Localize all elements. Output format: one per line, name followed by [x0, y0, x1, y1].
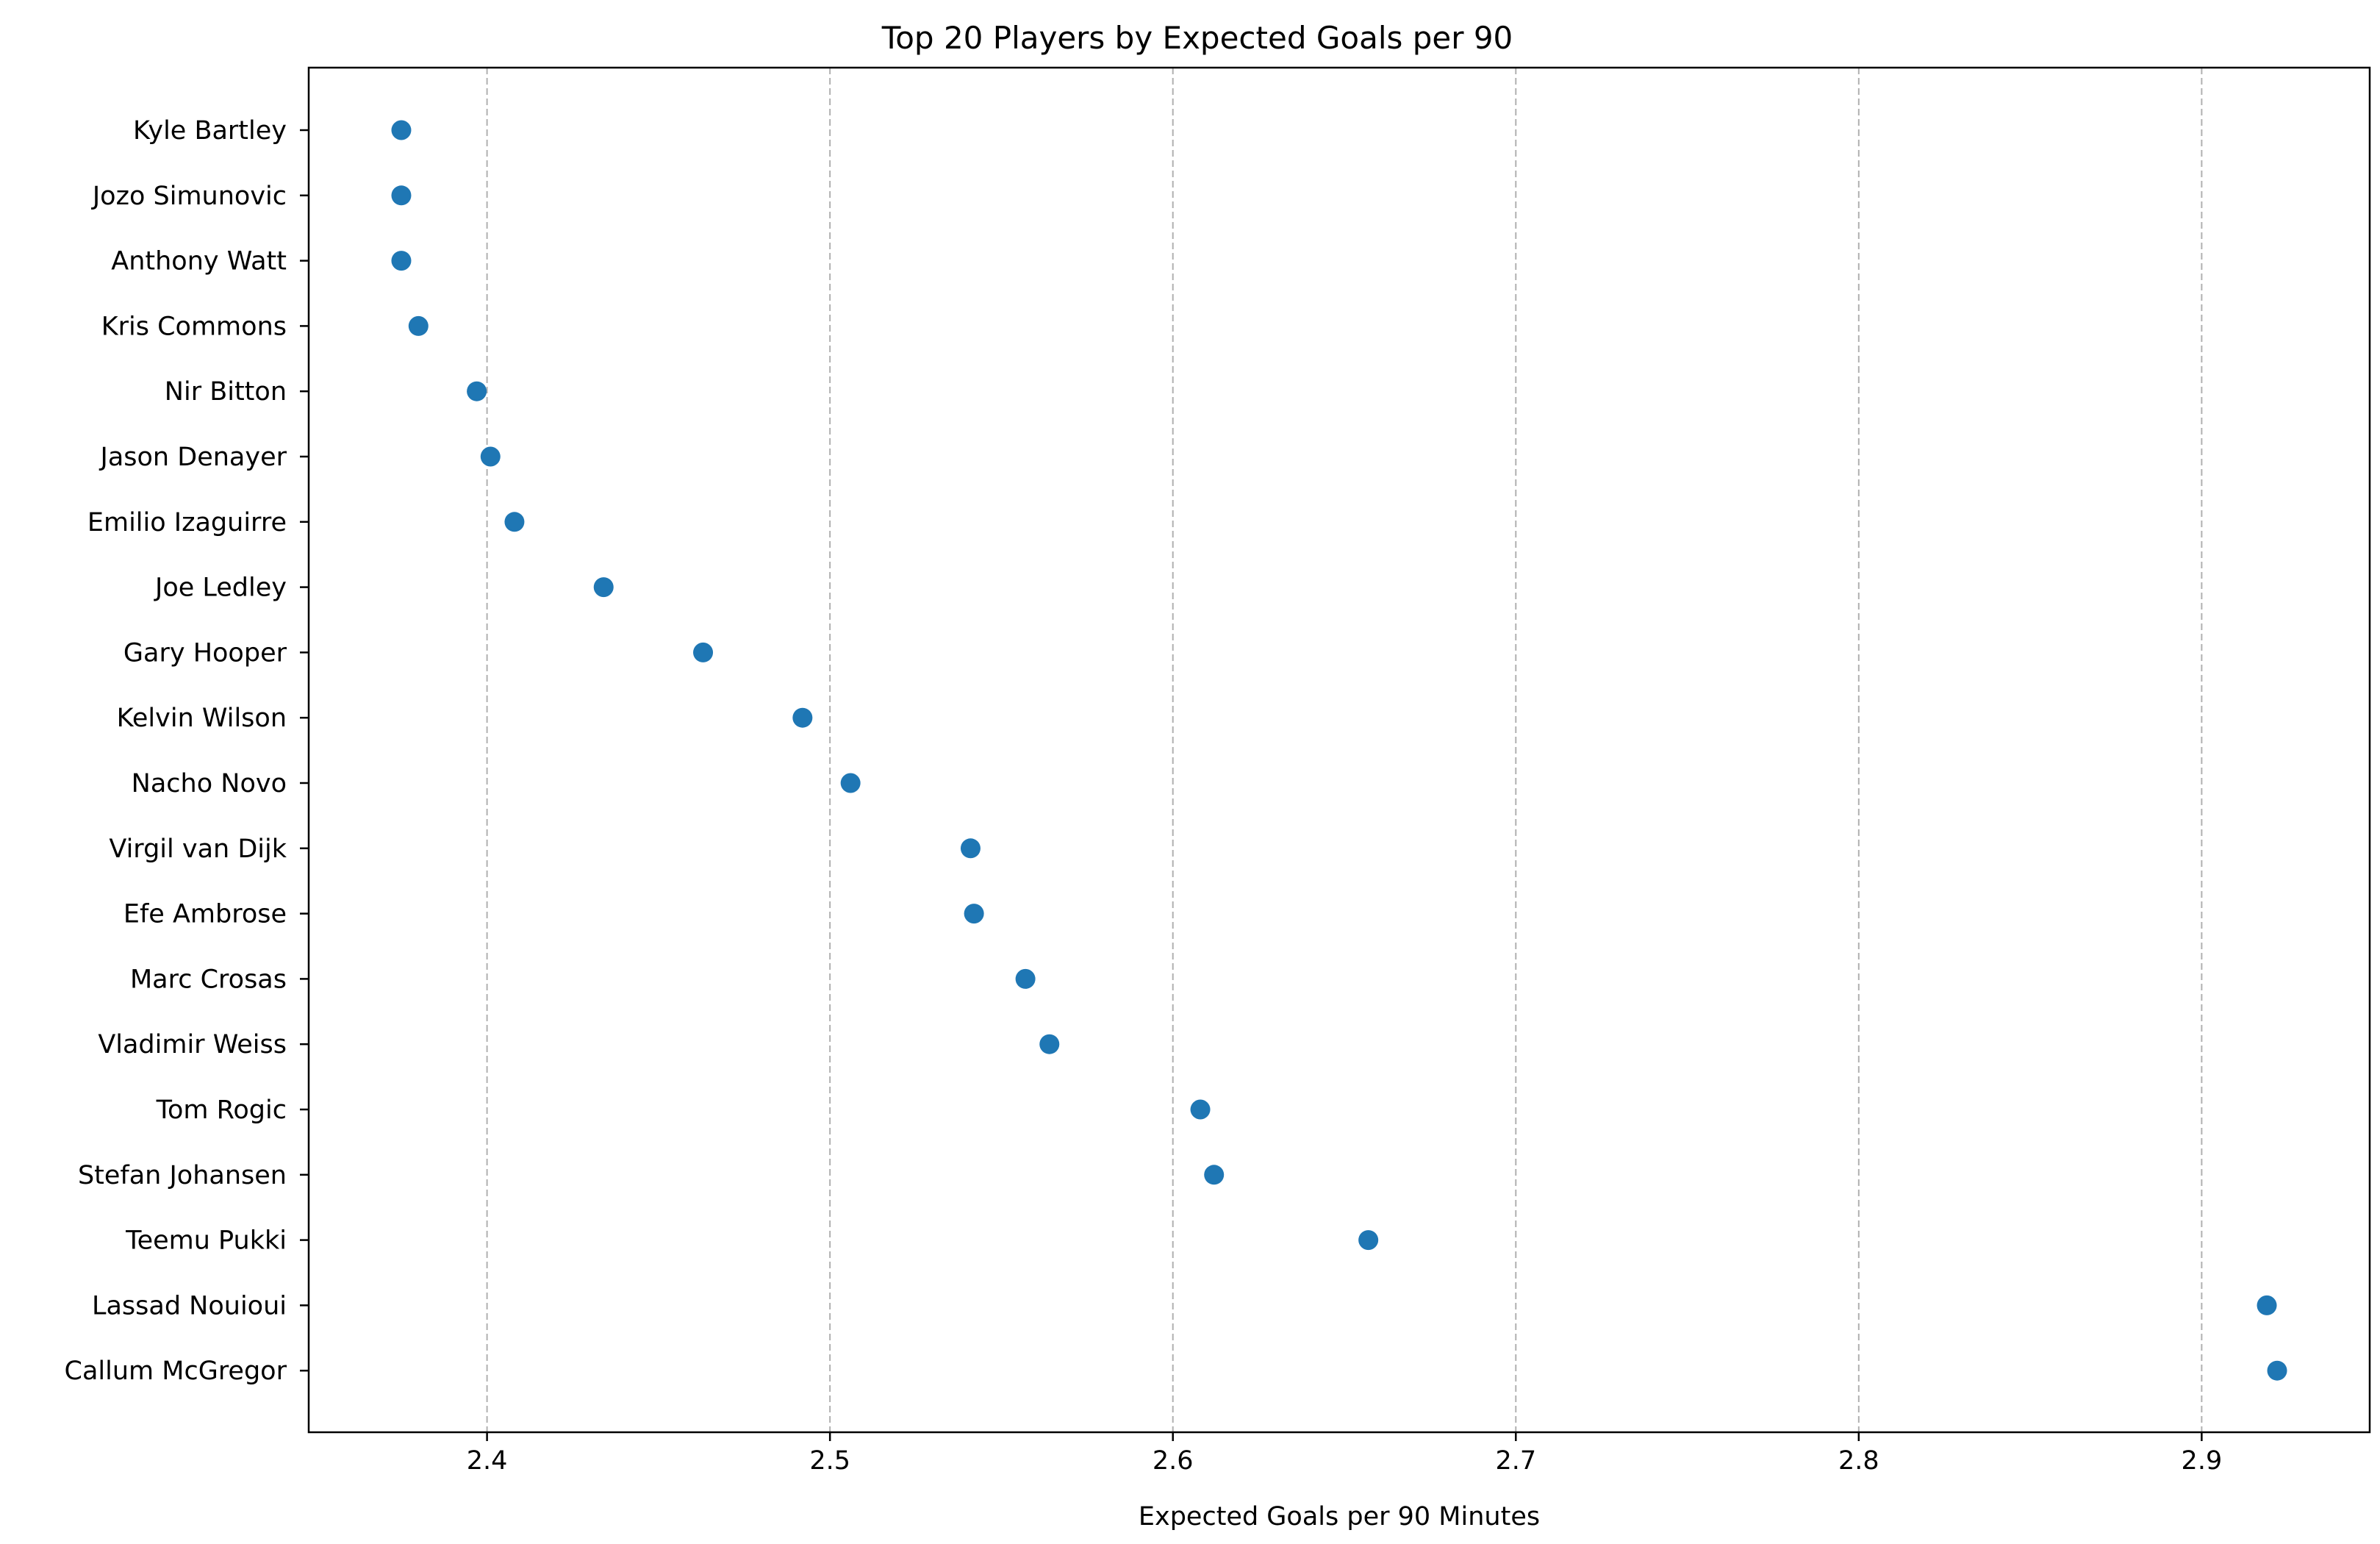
y-tick-label: Jason Denayer: [99, 443, 287, 472]
data-point: [792, 707, 813, 728]
y-tick-label: Kelvin Wilson: [117, 704, 287, 733]
x-tick-label: 2.6: [1153, 1446, 1194, 1476]
y-tick-label: Tom Rogic: [156, 1096, 287, 1125]
x-tick-label: 2.7: [1495, 1446, 1536, 1476]
data-point: [840, 773, 861, 793]
data-point: [1358, 1230, 1379, 1251]
x-tick-label: 2.9: [2182, 1446, 2223, 1476]
data-point: [391, 185, 412, 206]
data-point: [408, 315, 429, 336]
y-tick-label: Marc Crosas: [130, 965, 287, 994]
x-axis-label: Expected Goals per 90 Minutes: [1139, 1502, 1540, 1532]
data-point: [693, 642, 714, 662]
plot-area-frame: [307, 66, 2371, 1434]
data-point: [1015, 968, 1036, 989]
y-tick-label: Nir Bitton: [165, 377, 287, 407]
y-tick-label: Teemu Pukki: [125, 1226, 287, 1256]
data-point: [504, 512, 525, 532]
x-grid-lines: [486, 68, 2203, 1432]
data-point: [1190, 1099, 1211, 1120]
data-point: [391, 251, 412, 271]
y-tick-label: Jozo Simunovic: [91, 182, 287, 211]
x-tick-label: 2.5: [809, 1446, 850, 1476]
data-point: [964, 904, 984, 924]
y-tick-label: Efe Ambrose: [123, 900, 287, 929]
axis-ticks: 2.4 2.5 2.6 2.7 2.8 2.9 Kyle Bartley Jozo Simun…: [65, 116, 2223, 1476]
data-point: [2257, 1295, 2277, 1315]
data-point: [1039, 1034, 1060, 1054]
y-tick-label: Stefan Johansen: [78, 1161, 287, 1190]
chart-title: Top 20 Players by Expected Goals per 90: [881, 20, 1513, 56]
data-point: [960, 838, 981, 859]
data-point: [593, 577, 614, 598]
y-tick-label: Gary Hooper: [123, 638, 287, 668]
y-tick-label: Vladimir Weiss: [98, 1030, 287, 1059]
y-tick-label: Callum McGregor: [65, 1357, 287, 1386]
data-point: [480, 446, 501, 467]
y-tick-label: Virgil van Dijk: [109, 834, 287, 864]
y-tick-label: Anthony Watt: [111, 247, 287, 276]
y-tick-label: Nacho Novo: [132, 769, 287, 798]
y-tick-label: Kris Commons: [101, 312, 287, 341]
y-tick-label: Lassad Nouioui: [92, 1291, 287, 1320]
y-tick-label: Kyle Bartley: [133, 116, 287, 146]
data-point: [391, 120, 412, 140]
y-tick-label: Emilio Izaguirre: [87, 508, 287, 537]
data-point: [467, 381, 487, 401]
x-tick-label: 2.4: [467, 1446, 508, 1476]
data-point: [1204, 1165, 1225, 1185]
data-point: [2267, 1360, 2287, 1381]
x-tick-label: 2.8: [1838, 1446, 1879, 1476]
y-tick-label: Joe Ledley: [154, 573, 287, 603]
data-points: [391, 120, 2287, 1381]
